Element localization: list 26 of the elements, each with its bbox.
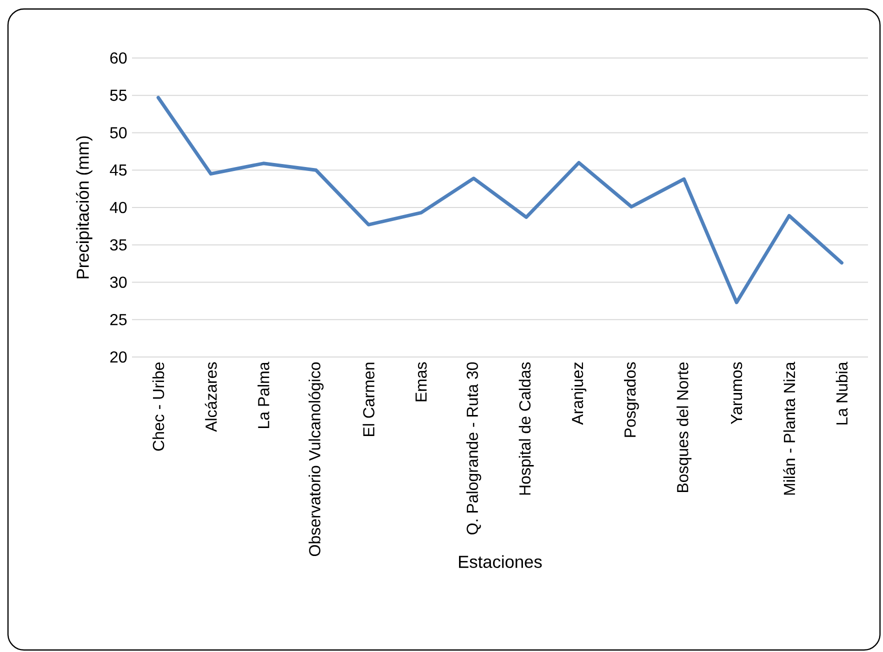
- x-tick-label: El Carmen: [362, 362, 374, 436]
- y-tick-label: 20: [110, 351, 127, 363]
- x-tick-label: Chec - Uribe: [152, 362, 164, 451]
- x-tick-label: Milán - Planta Niza: [783, 362, 796, 495]
- x-tick-label: Yarumos: [731, 362, 742, 424]
- x-axis-title: Estaciones: [459, 555, 542, 568]
- y-tick-label: 45: [110, 164, 127, 176]
- x-tick-label: Posgrados: [624, 362, 639, 437]
- y-tick-label: 60: [110, 52, 127, 64]
- y-tick-label: 30: [110, 276, 127, 288]
- y-axis-title: Precipitación (mm): [76, 136, 92, 278]
- x-tick-label: La Nubia: [836, 362, 848, 424]
- x-tick-label: Observatorio Vulcanológico: [308, 362, 324, 556]
- line-series: [156, 96, 844, 304]
- x-tick-label: Aranjuez: [571, 362, 586, 425]
- y-tick-label: 35: [110, 239, 127, 251]
- x-tick-label: Emas: [416, 362, 427, 402]
- y-tick-label: 55: [110, 90, 127, 101]
- x-tick-label: Bosques del Norte: [676, 362, 692, 492]
- x-tick-label: Q. Palogrande - Ruta 30: [466, 362, 482, 534]
- y-tick-label: 50: [110, 127, 127, 138]
- y-tick-label: 40: [110, 202, 127, 214]
- x-tick-label: Alcázares: [204, 362, 217, 432]
- y-tick-label: 25: [110, 314, 127, 326]
- x-tick-label: La Palma: [258, 362, 270, 428]
- x-tick-label: Hospital de Caldas: [518, 362, 534, 495]
